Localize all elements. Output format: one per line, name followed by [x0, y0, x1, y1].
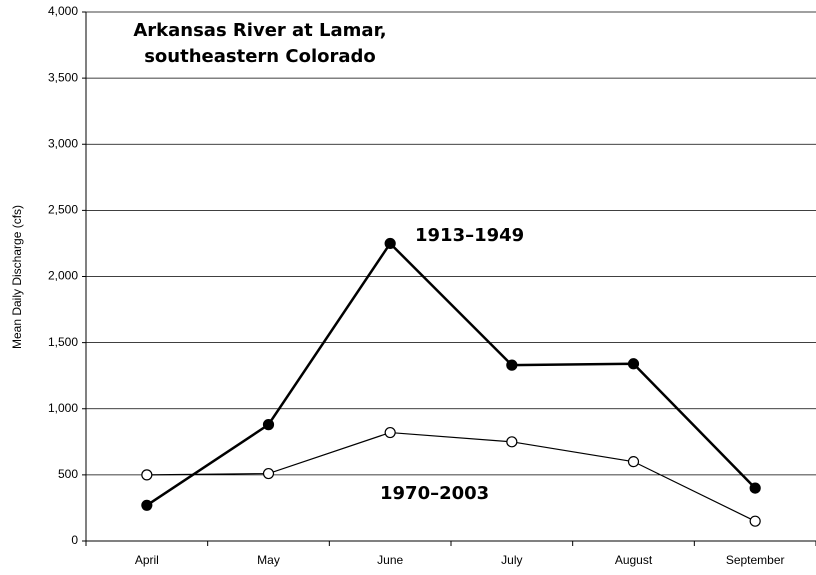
y-axis-label: Mean Daily Discharge (cfs) — [10, 205, 24, 349]
marker — [749, 482, 761, 494]
y-tick-label: 4,000 — [48, 4, 78, 18]
x-tick-label: July — [501, 553, 522, 567]
y-tick-label: 2,000 — [48, 269, 78, 283]
y-tick-label: 500 — [58, 467, 78, 481]
x-tick-label: May — [257, 553, 280, 567]
series-line — [146, 431, 756, 522]
x-tick-label: April — [135, 553, 159, 567]
series-label: 1913–1949 — [415, 225, 524, 246]
chart-title: southeastern Colorado — [144, 46, 376, 67]
x-tick-label: September — [726, 553, 785, 567]
marker — [627, 456, 640, 468]
marker — [506, 436, 518, 448]
marker — [141, 469, 153, 481]
y-tick-label: 3,500 — [48, 70, 78, 84]
marker — [384, 426, 396, 439]
series-label: 1970–2003 — [380, 483, 489, 504]
marker — [506, 359, 518, 371]
marker — [627, 358, 640, 370]
x-tick-label: August — [615, 553, 653, 567]
y-tick-label: 1,500 — [48, 335, 78, 349]
marker — [141, 499, 153, 511]
y-tick-label: 1,000 — [48, 401, 78, 415]
series-line — [146, 241, 757, 507]
y-tick-label: 3,000 — [48, 136, 78, 150]
x-tick-label: June — [377, 553, 403, 567]
y-tick-label: 2,500 — [48, 203, 78, 217]
marker — [749, 515, 761, 527]
marker — [384, 237, 396, 250]
marker — [262, 467, 275, 480]
chart-title: Arkansas River at Lamar, — [133, 20, 386, 41]
marker — [262, 419, 275, 431]
y-tick-label: 0 — [71, 533, 78, 547]
